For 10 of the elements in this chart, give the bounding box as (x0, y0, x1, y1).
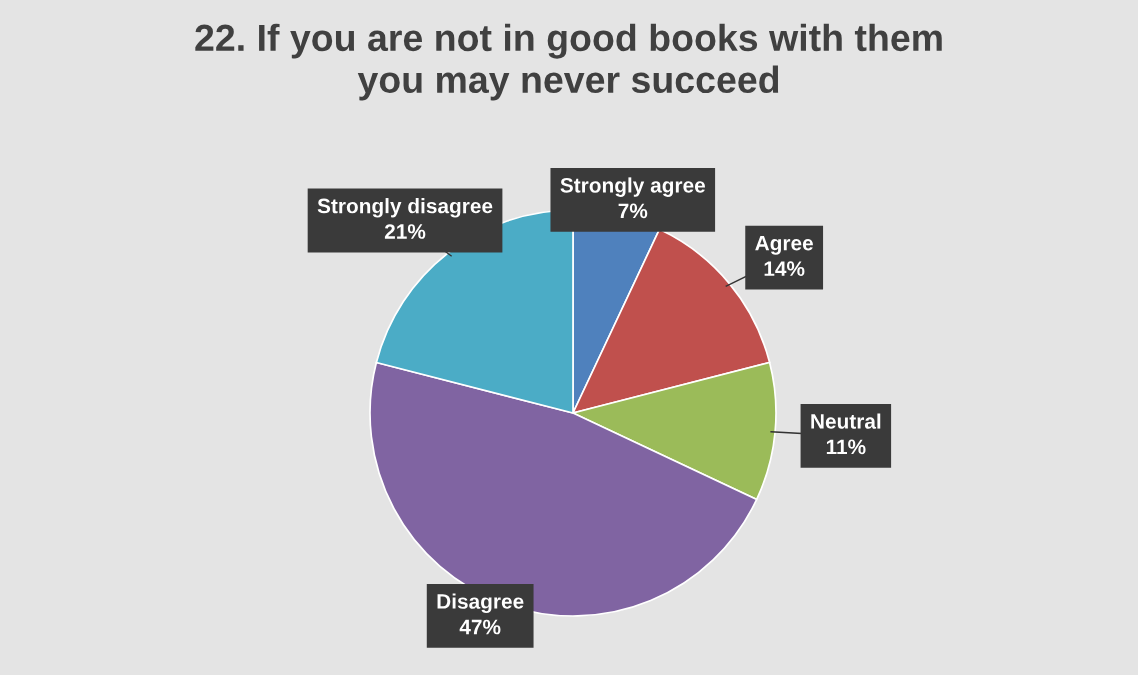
data-label: 14% (764, 261, 805, 276)
data-label: 7% (618, 203, 648, 219)
data-label: 47% (459, 619, 501, 635)
slice-label: Disagree (437, 593, 524, 614)
slice-label: Strongly agree (560, 177, 706, 197)
chart-title: 22. If you are not in good books with them you may never succeed (195, 23, 942, 101)
slice-label: Agree (755, 235, 813, 255)
data-label: 11% (826, 439, 866, 455)
slice-label: Neutral (811, 413, 881, 429)
slice-label: Strongly disagree (317, 198, 493, 218)
